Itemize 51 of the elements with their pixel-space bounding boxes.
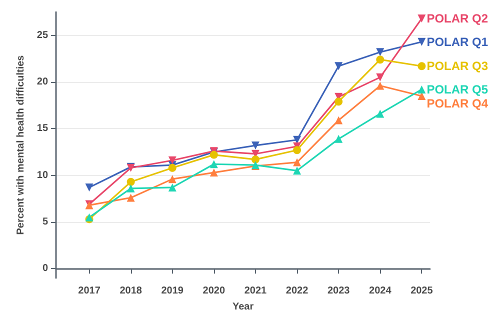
x-tick-label: 2018 [120,286,142,296]
point [168,183,176,192]
point [334,116,343,124]
x-tick-label: 2020 [202,286,226,296]
point [376,82,384,90]
point [418,62,426,70]
point [418,14,426,23]
point [293,146,302,154]
y-tick-label: 15 [36,123,48,134]
y-tick-label: 10 [36,170,48,181]
point [418,38,426,46]
point [251,155,260,164]
y-tick-label: 25 [36,30,48,41]
point [168,156,176,164]
point [126,184,135,192]
point [126,194,135,202]
point [334,134,343,143]
series-label: POLAR Q1 [426,34,488,49]
x-tick-label: 2024 [369,286,392,296]
series-label: POLAR Q2 [426,12,488,26]
x-tick-label: 2025 [410,286,434,296]
point [376,110,384,118]
point [126,178,135,186]
point [210,150,218,159]
x-tick-label: 2022 [286,286,309,296]
series-label: POLAR Q3 [426,59,488,74]
x-axis-title: Year [232,302,254,312]
point [376,73,384,82]
series-label: POLAR Q5 [426,82,488,96]
point [334,62,343,70]
x-tick-label: 2019 [161,286,184,296]
y-axis-title: Percent with mental health difficulties [16,54,26,235]
point [168,164,176,172]
point [85,183,94,192]
point [210,168,218,177]
series-label: POLAR Q4 [426,96,488,110]
y-tick-label: 0 [42,263,48,274]
point [210,160,218,168]
point [334,98,343,106]
x-tick-label: 2023 [327,286,350,296]
y-tick-label: 5 [42,216,48,228]
point [293,158,302,166]
x-tick-label: 2021 [244,286,268,296]
point [251,141,260,150]
point [376,56,384,64]
point [293,166,302,175]
point [376,48,384,56]
x-tick-label: 2017 [78,286,101,296]
point [168,175,176,184]
point [418,85,426,94]
y-tick-label: 20 [36,76,48,88]
